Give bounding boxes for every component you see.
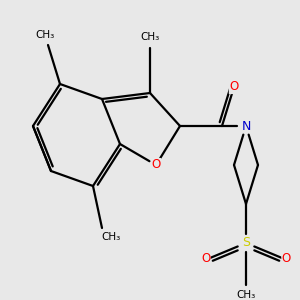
Text: CH₃: CH₃	[101, 232, 121, 242]
Text: CH₃: CH₃	[35, 29, 55, 40]
Text: CH₃: CH₃	[140, 32, 160, 43]
Text: O: O	[152, 158, 160, 172]
Text: CH₃: CH₃	[236, 290, 256, 300]
Text: O: O	[201, 251, 210, 265]
Text: O: O	[282, 251, 291, 265]
Text: S: S	[242, 236, 250, 250]
Text: N: N	[241, 119, 251, 133]
Text: O: O	[230, 80, 238, 94]
